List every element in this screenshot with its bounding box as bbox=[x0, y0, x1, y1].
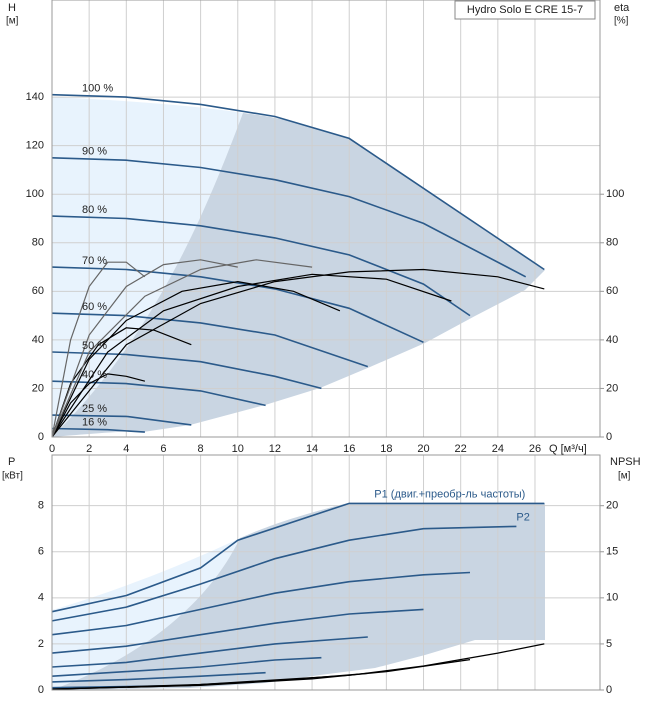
y2-unit: [%] bbox=[614, 16, 629, 27]
curve-label: 25 % bbox=[82, 403, 107, 415]
curve bbox=[51, 502, 545, 613]
curve-label: 70 % bbox=[82, 255, 107, 267]
chart-title: Hydro Solo E CRE 15-7 bbox=[467, 4, 583, 16]
y-label: P bbox=[8, 456, 15, 468]
curve bbox=[51, 571, 471, 636]
curve bbox=[51, 608, 424, 654]
y-tick-label: 140 bbox=[26, 91, 44, 103]
y-tick-label: 120 bbox=[26, 140, 44, 152]
x-tick-label: 20 bbox=[417, 443, 429, 455]
y2-tick-label: 10 bbox=[606, 592, 618, 604]
x-tick-label: 16 bbox=[343, 443, 355, 455]
y-tick-label: 80 bbox=[32, 237, 44, 249]
curve-label: P1 (двиг.+преобр-ль частоты) bbox=[374, 488, 525, 500]
operating-region bbox=[52, 503, 545, 690]
curve bbox=[51, 671, 266, 683]
curve bbox=[51, 215, 471, 317]
curve-label: 90 % bbox=[82, 146, 107, 158]
curve bbox=[51, 280, 341, 438]
x-tick-label: 10 bbox=[232, 443, 244, 455]
x-tick-label: 18 bbox=[380, 443, 392, 455]
x-tick-label: 12 bbox=[269, 443, 281, 455]
y2-tick-label: 40 bbox=[606, 334, 618, 346]
y2-tick-label: 5 bbox=[606, 638, 612, 650]
y-tick-label: 40 bbox=[32, 334, 44, 346]
x-tick-label: 2 bbox=[86, 443, 92, 455]
y2-tick-label: 0 bbox=[606, 684, 612, 696]
x-tick-label: 6 bbox=[160, 443, 166, 455]
x-label: Q [м³/ч] bbox=[549, 443, 587, 455]
curve bbox=[51, 93, 545, 271]
y2-tick-label: 20 bbox=[606, 500, 618, 512]
y-tick-label: 4 bbox=[38, 592, 44, 604]
curve bbox=[51, 259, 313, 438]
x-tick-label: 8 bbox=[198, 443, 204, 455]
y-tick-label: 20 bbox=[32, 382, 44, 394]
curve bbox=[51, 636, 368, 668]
y-tick-label: 0 bbox=[38, 431, 44, 443]
plot-frame bbox=[51, 454, 601, 691]
y2-tick-label: 80 bbox=[606, 237, 618, 249]
curve bbox=[51, 312, 369, 368]
curve bbox=[51, 351, 322, 390]
y-tick-label: 0 bbox=[38, 684, 44, 696]
x-tick-label: 14 bbox=[306, 443, 318, 455]
curve bbox=[51, 373, 146, 438]
y2-unit: [м] bbox=[618, 471, 631, 482]
curve-label: P2 bbox=[516, 511, 529, 523]
curve bbox=[51, 656, 322, 677]
curve-label: 16 % bbox=[82, 416, 107, 428]
curve bbox=[51, 672, 368, 690]
curve bbox=[51, 327, 192, 438]
y-unit: [кВт] bbox=[2, 471, 23, 482]
curve bbox=[51, 266, 424, 344]
light-region bbox=[52, 538, 240, 690]
curve bbox=[51, 157, 527, 278]
curve bbox=[51, 525, 517, 622]
curve-label: 50 % bbox=[82, 340, 107, 352]
y-tick-label: 100 bbox=[26, 188, 44, 200]
title-box bbox=[454, 0, 596, 20]
y-label: H bbox=[8, 2, 16, 14]
curve bbox=[51, 261, 146, 438]
curve-label: 60 % bbox=[82, 301, 107, 313]
curves bbox=[51, 93, 545, 690]
curve bbox=[51, 427, 145, 433]
plot-frame bbox=[51, 0, 601, 438]
curve bbox=[51, 259, 238, 438]
y2-tick-label: 0 bbox=[606, 431, 612, 443]
x-tick-label: 26 bbox=[529, 443, 541, 455]
x-tick-label: 4 bbox=[123, 443, 129, 455]
light-region bbox=[52, 97, 243, 437]
x-tick-label: 0 bbox=[49, 443, 55, 455]
x-tick-label: 22 bbox=[455, 443, 467, 455]
curve bbox=[51, 380, 266, 407]
y-tick-label: 6 bbox=[38, 546, 44, 558]
y-unit: [м] bbox=[6, 16, 19, 27]
y2-tick-label: 60 bbox=[606, 285, 618, 297]
curve bbox=[51, 414, 192, 426]
y-tick-label: 2 bbox=[38, 638, 44, 650]
y2-tick-label: 20 bbox=[606, 382, 618, 394]
y-tick-label: 8 bbox=[38, 500, 44, 512]
curve-label: 80 % bbox=[82, 204, 107, 216]
curve bbox=[51, 268, 545, 438]
curve-label: 100 % bbox=[82, 83, 113, 95]
curve bbox=[51, 273, 452, 438]
curve-label: 40 % bbox=[82, 369, 107, 381]
y-tick-label: 60 bbox=[32, 285, 44, 297]
y2-tick-label: 100 bbox=[606, 188, 624, 200]
x-tick-label: 24 bbox=[492, 443, 504, 455]
y2-label: NPSH bbox=[610, 456, 641, 468]
y2-label: eta bbox=[614, 2, 630, 14]
y2-tick-label: 15 bbox=[606, 546, 618, 558]
